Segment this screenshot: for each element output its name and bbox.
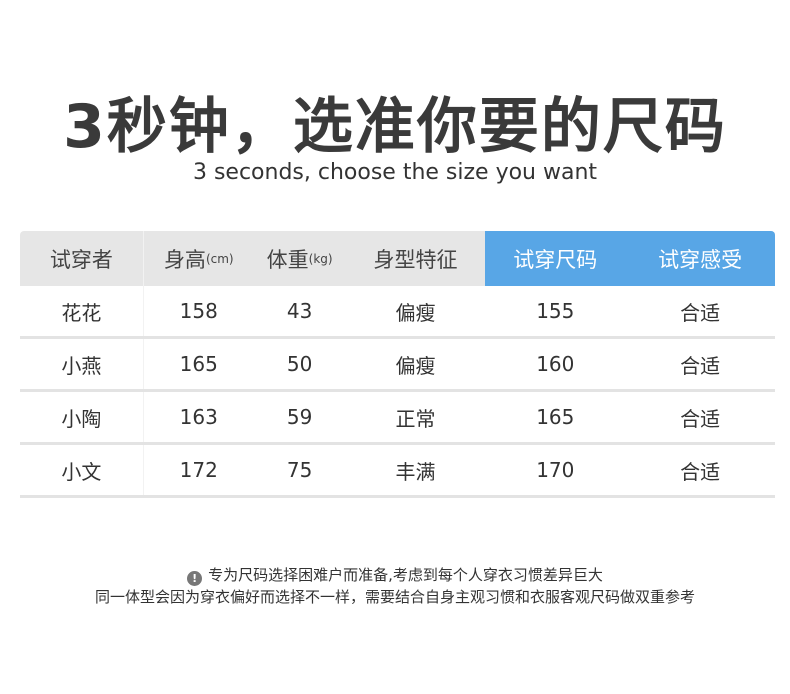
size-table: 试穿者 身高 (cm) 体重 (kg) 身型特征 试穿尺码 试穿感受 花花 158 43… xyxy=(20,231,775,498)
cell-weight: 75 xyxy=(286,458,313,482)
header-height: 身高 (cm) xyxy=(163,247,234,272)
cell-body-type: 正常 xyxy=(395,406,436,431)
table-row: 小文 172 75 丰满 170 合适 xyxy=(20,445,775,498)
cell-tester: 小文 xyxy=(20,445,144,495)
cell-body-type: 丰满 xyxy=(395,459,436,484)
table-row: 小陶 163 59 正常 165 合适 xyxy=(20,392,775,445)
header-body-type: 身型特征 xyxy=(373,247,458,272)
cell-height: 172 xyxy=(179,458,218,482)
table-header: 试穿者 身高 (cm) 体重 (kg) 身型特征 试穿尺码 试穿感受 xyxy=(20,231,775,286)
note-line-1: ! 专为尺码选择困难户而准备,考虑到每个人穿衣习惯差异巨大 xyxy=(0,564,790,586)
exclamation-icon: ! xyxy=(187,571,203,586)
header-tester: 试穿者 xyxy=(20,231,144,286)
cell-tester: 花花 xyxy=(20,286,144,336)
table-row: 小燕 165 50 偏瘦 160 合适 xyxy=(20,339,775,392)
header-size: 试穿尺码 xyxy=(485,231,626,286)
cell-feel: 合适 xyxy=(680,459,721,484)
note-line-2: 同一体型会因为穿衣偏好而选择不一样，需要结合自身主观习惯和衣服客观尺码做双重参考 xyxy=(94,588,695,606)
cell-tester: 小陶 xyxy=(20,392,144,442)
cell-size: 160 xyxy=(536,352,575,376)
cell-body-type: 偏瘦 xyxy=(395,300,436,325)
cell-weight: 43 xyxy=(286,299,313,323)
cell-weight: 59 xyxy=(286,405,313,429)
page-subtitle: 3 seconds, choose the size you want xyxy=(192,160,598,185)
cell-weight: 50 xyxy=(286,352,313,376)
cell-feel: 合适 xyxy=(680,406,721,431)
cell-feel: 合适 xyxy=(680,300,721,325)
header-weight: 体重 (kg) xyxy=(266,247,333,272)
header-feel: 试穿感受 xyxy=(625,231,775,286)
cell-tester: 小燕 xyxy=(20,339,144,389)
cell-height: 163 xyxy=(179,405,218,429)
cell-feel: 合适 xyxy=(680,353,721,378)
cell-size: 155 xyxy=(536,299,575,323)
cell-height: 165 xyxy=(179,352,218,376)
cell-height: 158 xyxy=(179,299,218,323)
table-row: 花花 158 43 偏瘦 155 合适 xyxy=(20,286,775,339)
cell-body-type: 偏瘦 xyxy=(395,353,436,378)
cell-size: 165 xyxy=(536,405,575,429)
page-title: 3秒钟，选准你要的尺码 xyxy=(63,92,727,162)
cell-size: 170 xyxy=(536,458,575,482)
